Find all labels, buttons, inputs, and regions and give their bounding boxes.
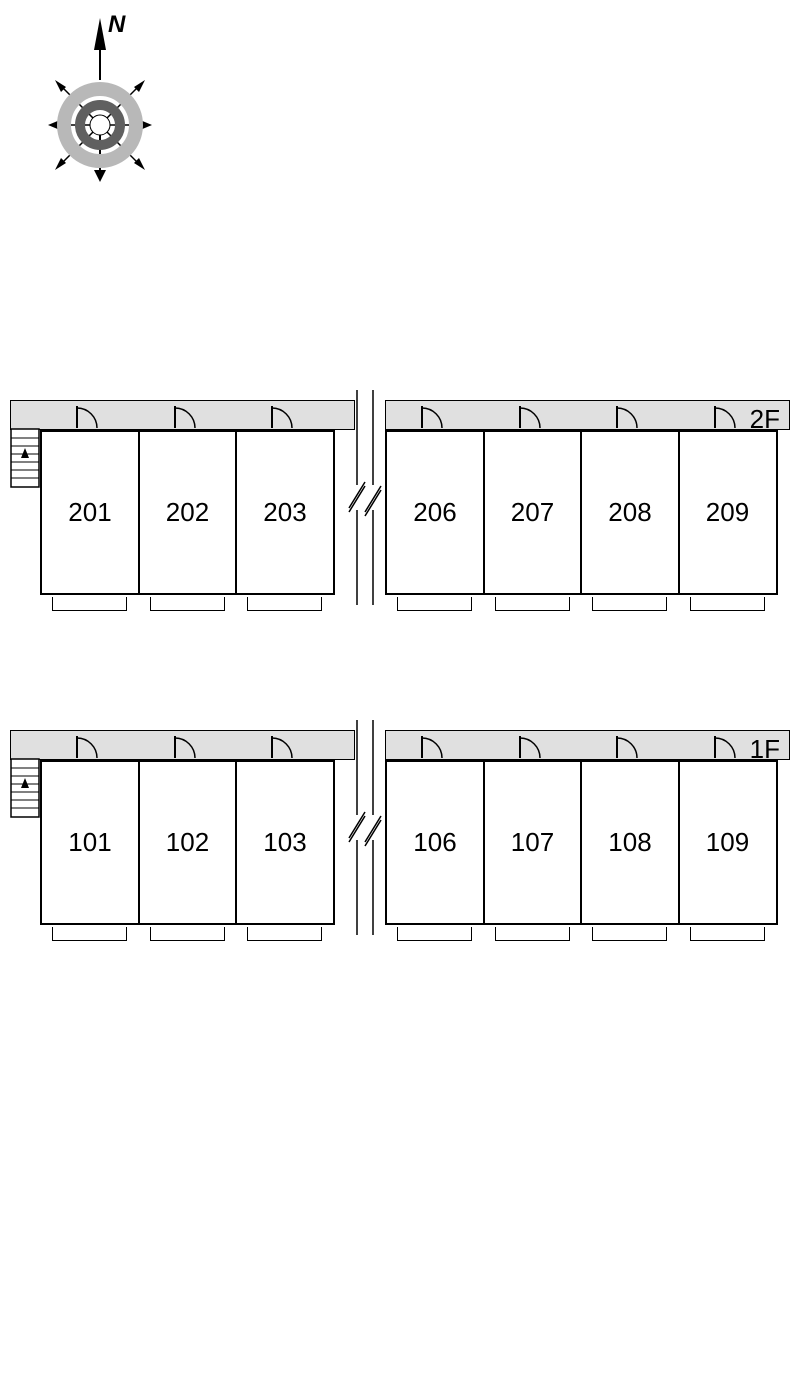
units-left-group: 201 202 203 [40,430,335,595]
balcony-icon [52,927,127,941]
door-icon [420,734,450,760]
unit-109: 109 [678,760,778,925]
unit-label: 209 [706,497,749,528]
balcony-icon [592,927,667,941]
break-mark-icon [345,390,385,605]
unit-label: 202 [166,497,209,528]
unit-label: 106 [413,827,456,858]
door-icon [173,734,203,760]
unit-106: 106 [385,760,485,925]
balcony-icon [150,927,225,941]
balcony-icon [397,597,472,611]
unit-101: 101 [40,760,140,925]
door-icon [270,734,300,760]
unit-201: 201 [40,430,140,595]
stairs-icon [10,758,40,818]
unit-label: 206 [413,497,456,528]
unit-label: 208 [608,497,651,528]
unit-103: 103 [235,760,335,925]
unit-label: 107 [511,827,554,858]
balcony-icon [690,927,765,941]
stairs-icon [10,428,40,488]
compass-rose: N [30,10,170,205]
door-icon [75,404,105,430]
unit-107: 107 [483,760,583,925]
floor-label: 1F [750,734,780,765]
break-mark-icon [345,720,385,935]
units-left-group: 101 102 103 [40,760,335,925]
balcony-icon [150,597,225,611]
floor-label: 2F [750,404,780,435]
door-icon [713,404,743,430]
unit-108: 108 [580,760,680,925]
balcony-icon [495,927,570,941]
unit-202: 202 [138,430,238,595]
door-icon [518,404,548,430]
unit-203: 203 [235,430,335,595]
balcony-icon [495,597,570,611]
unit-209: 209 [678,430,778,595]
unit-label: 109 [706,827,749,858]
compass-north-label: N [108,11,126,38]
units-right-group: 106 107 108 109 [385,760,778,925]
door-icon [75,734,105,760]
units-right-group: 206 207 208 209 [385,430,778,595]
balcony-icon [247,597,322,611]
unit-label: 101 [68,827,111,858]
balcony-icon [690,597,765,611]
unit-label: 207 [511,497,554,528]
balcony-icon [592,597,667,611]
unit-label: 103 [263,827,306,858]
door-icon [420,404,450,430]
door-icon [270,404,300,430]
unit-label: 201 [68,497,111,528]
unit-label: 102 [166,827,209,858]
unit-206: 206 [385,430,485,595]
unit-102: 102 [138,760,238,925]
balcony-icon [247,927,322,941]
door-icon [615,734,645,760]
balcony-icon [52,597,127,611]
unit-label: 108 [608,827,651,858]
unit-207: 207 [483,430,583,595]
door-icon [615,404,645,430]
unit-label: 203 [263,497,306,528]
door-icon [713,734,743,760]
door-icon [173,404,203,430]
door-icon [518,734,548,760]
balcony-icon [397,927,472,941]
unit-208: 208 [580,430,680,595]
